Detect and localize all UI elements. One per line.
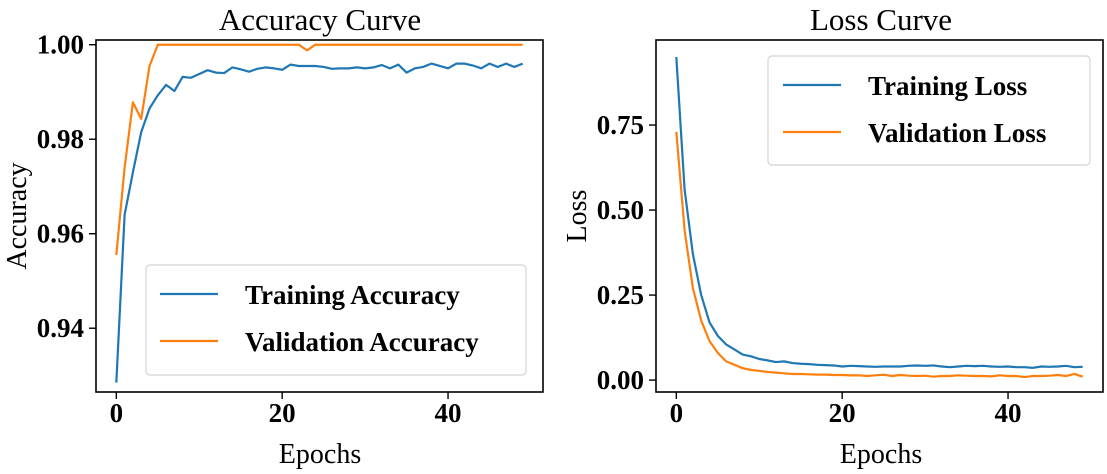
accuracy-x-tick-label: 20: [269, 398, 296, 428]
loss-x-axis-label: Epochs: [840, 439, 922, 470]
loss-x-tick-label: 0: [670, 398, 684, 428]
accuracy-x-axis-label: Epochs: [279, 439, 361, 470]
accuracy-series-training-line: [115, 62, 524, 383]
loss-y-tick-label: 0.50: [597, 195, 644, 225]
accuracy-x-tick-label: 40: [435, 398, 462, 428]
accuracy-axes-frame: [95, 39, 544, 393]
accuracy-y-tick-label: 1.00: [37, 30, 84, 60]
accuracy-y-tick-label: 0.96: [37, 219, 84, 249]
loss-plot-area: [675, 56, 1084, 379]
loss-series-validation-line: [675, 131, 1084, 379]
accuracy-legend-label-training: Training Accuracy: [245, 280, 460, 310]
accuracy-y-tick-label: 0.94: [37, 313, 84, 343]
loss-x-tick-label: 20: [829, 398, 856, 428]
accuracy-y-tick-label: 0.98: [37, 124, 84, 154]
accuracy-legend-box: [145, 264, 527, 376]
loss-y-axis-label: Loss: [562, 190, 593, 243]
loss-series-training-line: [675, 56, 1083, 369]
loss-y-tick-label: 0.25: [597, 280, 644, 310]
loss-y-tick-label: 0.00: [597, 365, 644, 395]
loss-x-ticks: 0 20 40: [670, 392, 1022, 428]
accuracy-series-validation-line: [115, 43, 523, 256]
loss-legend-label-training: Training Loss: [868, 71, 1027, 101]
accuracy-legend-label-validation: Validation Accuracy: [245, 327, 479, 357]
loss-legend: Training Loss Validation Loss: [767, 55, 1091, 166]
accuracy-x-ticks: 0 20 40: [110, 392, 462, 428]
accuracy-chart-title: Accuracy Curve: [219, 2, 421, 37]
accuracy-legend: Training Accuracy Validation Accuracy: [145, 264, 527, 376]
loss-axes-frame: [655, 39, 1104, 393]
loss-legend-box: [767, 55, 1091, 166]
accuracy-y-ticks: 0.94 0.96 0.98 1.00: [37, 30, 96, 343]
loss-y-ticks: 0.00 0.25 0.50 0.75: [597, 110, 656, 395]
loss-chart: Loss Curve 0 20 40 0.00 0.25 0.50 0.75 Epochs…: [562, 2, 1104, 470]
loss-legend-label-validation: Validation Loss: [868, 118, 1046, 148]
accuracy-x-tick-label: 0: [110, 398, 124, 428]
loss-y-tick-label: 0.75: [597, 110, 644, 140]
accuracy-chart: Accuracy Curve 0 20 40 0.94 0.96 0.98 1.00 Ep…: [2, 2, 544, 470]
loss-x-tick-label: 40: [995, 398, 1022, 428]
accuracy-y-axis-label: Accuracy: [2, 162, 33, 269]
accuracy-plot-area: [115, 43, 524, 383]
loss-chart-title: Loss Curve: [810, 2, 952, 37]
